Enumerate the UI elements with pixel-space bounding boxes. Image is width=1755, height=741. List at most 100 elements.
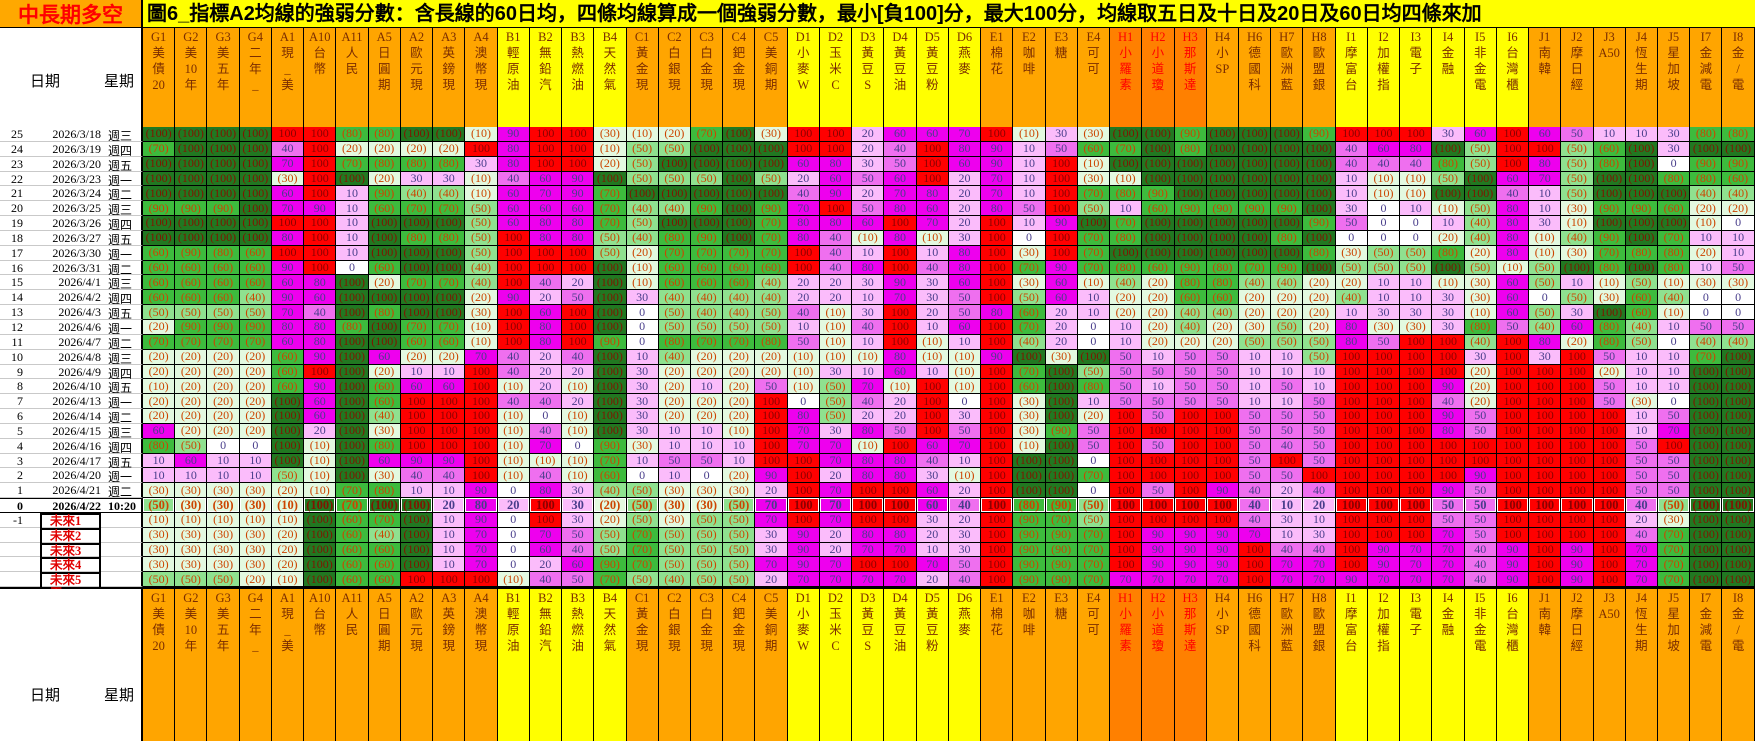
score-cell-H7[interactable]: 40 [1271, 542, 1304, 558]
score-cell-E1[interactable]: 100 [981, 527, 1014, 543]
score-cell-G4[interactable]: (30) [239, 527, 272, 543]
score-cell-E2[interactable]: (30) [1013, 275, 1046, 291]
score-cell-H1[interactable]: (80) [1110, 230, 1143, 246]
score-cell-H3[interactable]: 50 [1174, 394, 1207, 410]
score-cell-I8[interactable]: (100) [1722, 409, 1755, 424]
column-header-A4[interactable]: A4 澳 幣 現 [465, 28, 498, 127]
score-cell-A4[interactable]: 100 [465, 468, 498, 484]
column-header-C2[interactable]: C2 白 銀 現 [658, 28, 691, 127]
score-cell-C2[interactable]: (60) [658, 275, 691, 291]
score-cell-D2[interactable]: (50) [819, 379, 853, 395]
score-cell-A1[interactable]: (100) [271, 423, 305, 439]
score-cell-H4[interactable]: 50 [1206, 349, 1239, 365]
score-cell-H4[interactable]: 100 [1206, 453, 1239, 469]
score-cell-B4[interactable]: (50) [594, 542, 627, 558]
weekday-cell[interactable]: 週二 [105, 334, 143, 351]
score-cell-A1[interactable]: (60) [271, 364, 305, 380]
score-cell-G4[interactable]: (100) [239, 141, 272, 157]
score-cell-D1[interactable]: 70 [787, 423, 820, 439]
score-cell-H7[interactable]: 50 [1271, 423, 1304, 439]
score-cell-I3[interactable]: 100 [1400, 364, 1433, 380]
score-cell-C2[interactable]: (50) [658, 141, 691, 157]
score-cell-A3[interactable]: (80) [433, 156, 466, 172]
score-cell-A5[interactable]: (40) [368, 409, 401, 424]
score-cell-H6[interactable]: (50) [1238, 334, 1272, 350]
score-cell-E2[interactable]: (100) [1013, 468, 1046, 484]
row-number[interactable] [0, 542, 26, 558]
score-cell-D2[interactable]: 70 [819, 557, 853, 573]
date-cell[interactable]: 2026/3/27 [26, 230, 105, 246]
score-cell-D2[interactable]: (10) [819, 319, 853, 335]
score-cell-I5[interactable]: (40) [1464, 216, 1497, 231]
score-cell-D2[interactable]: 30 [819, 364, 853, 380]
column-header-H4[interactable]: H4 小 SP [1206, 28, 1239, 127]
score-cell-A2[interactable]: (100) [400, 290, 434, 306]
weekday-cell[interactable]: 週五 [105, 230, 143, 247]
score-cell-I7[interactable]: 0 [1690, 305, 1723, 320]
score-cell-I8[interactable]: (100) [1722, 572, 1755, 588]
score-cell-A11[interactable]: (100) [336, 468, 369, 484]
score-cell-I6[interactable]: 100 [1496, 379, 1530, 395]
score-cell-I2[interactable]: 100 [1367, 468, 1401, 484]
score-cell-G2[interactable]: (30) [175, 542, 208, 558]
score-cell-C3[interactable]: (100) [690, 186, 724, 202]
score-cell-G4[interactable]: (70) [239, 334, 272, 350]
weekday-cell[interactable]: 週五 [105, 156, 143, 173]
score-cell-I2[interactable]: 10 [1367, 290, 1401, 306]
row-number[interactable]: 12 [0, 319, 26, 335]
score-cell-D6[interactable]: 40 [948, 498, 982, 513]
score-cell-H8[interactable]: 40 [1303, 542, 1336, 558]
score-cell-D5[interactable]: 100 [916, 409, 949, 424]
score-cell-G4[interactable]: (100) [239, 201, 272, 217]
score-cell-B3[interactable]: (10) [562, 409, 595, 424]
column-header-D3[interactable]: D3 黃 豆 S [852, 589, 885, 741]
score-cell-G3[interactable]: (100) [207, 216, 240, 231]
score-cell-A11[interactable]: 10 [336, 201, 369, 217]
column-header-E1[interactable]: E1 棉 花 [981, 589, 1014, 741]
score-cell-I1[interactable]: 10 [1335, 171, 1368, 187]
score-cell-J3[interactable]: 100 [1593, 483, 1626, 499]
score-cell-I1[interactable]: 0 [1335, 230, 1368, 246]
score-cell-H1[interactable]: 100 [1110, 498, 1143, 513]
score-cell-E3[interactable]: 20 [1045, 305, 1078, 320]
score-cell-D4[interactable]: 60 [884, 127, 917, 142]
score-cell-C3[interactable]: 50 [690, 453, 724, 469]
score-cell-H3[interactable]: 50 [1174, 364, 1207, 380]
score-cell-B4[interactable]: (100) [594, 260, 627, 276]
date-cell[interactable]: 2026/4/2 [26, 290, 105, 306]
score-cell-E1[interactable]: 100 [981, 364, 1014, 380]
score-cell-I2[interactable]: 100 [1367, 409, 1401, 424]
score-cell-D2[interactable]: 40 [819, 230, 853, 246]
score-cell-J5[interactable]: 100 [1658, 438, 1691, 454]
score-cell-J1[interactable]: (50) [1529, 275, 1562, 291]
score-cell-C3[interactable]: (60) [690, 260, 724, 276]
score-cell-G3[interactable]: (60) [207, 260, 240, 276]
score-cell-D2[interactable]: 100 [819, 141, 853, 157]
column-header-A2[interactable]: A2 歐 元 現 [400, 28, 434, 127]
score-cell-E2[interactable]: (50) [1013, 290, 1046, 306]
score-cell-E4[interactable]: (30) [1077, 127, 1111, 142]
score-cell-D3[interactable]: 100 [852, 483, 885, 499]
score-cell-C4[interactable]: (100) [723, 141, 756, 157]
score-cell-J1[interactable]: 10 [1529, 201, 1562, 217]
score-cell-H8[interactable]: (100) [1303, 201, 1336, 217]
column-header-E3[interactable]: E3 糖 [1045, 589, 1078, 741]
score-cell-I7[interactable]: (70) [1690, 349, 1723, 365]
score-cell-G4[interactable]: 10 [239, 468, 272, 484]
score-cell-A1[interactable]: (20) [271, 557, 305, 573]
score-cell-A5[interactable]: (60) [368, 201, 401, 217]
score-cell-H2[interactable]: 70 [1142, 572, 1175, 588]
score-cell-G2[interactable]: (30) [175, 483, 208, 499]
score-cell-G4[interactable]: (20) [239, 572, 272, 588]
score-cell-A1[interactable]: (10) [271, 512, 305, 528]
score-cell-E1[interactable]: 100 [981, 319, 1014, 335]
row-number[interactable]: 6 [0, 409, 26, 424]
score-cell-I3[interactable]: 70 [1400, 557, 1433, 573]
score-cell-A4[interactable]: (30) [465, 305, 498, 320]
score-cell-I7[interactable]: (100) [1690, 141, 1723, 157]
score-cell-I5[interactable]: 50 [1464, 527, 1497, 543]
score-cell-B2[interactable]: 70 [529, 438, 563, 454]
column-header-J2[interactable]: J2 摩 日 經 [1561, 28, 1594, 127]
column-header-D1[interactable]: D1 小 麥 W [787, 28, 820, 127]
score-cell-G4[interactable]: (100) [239, 186, 272, 202]
